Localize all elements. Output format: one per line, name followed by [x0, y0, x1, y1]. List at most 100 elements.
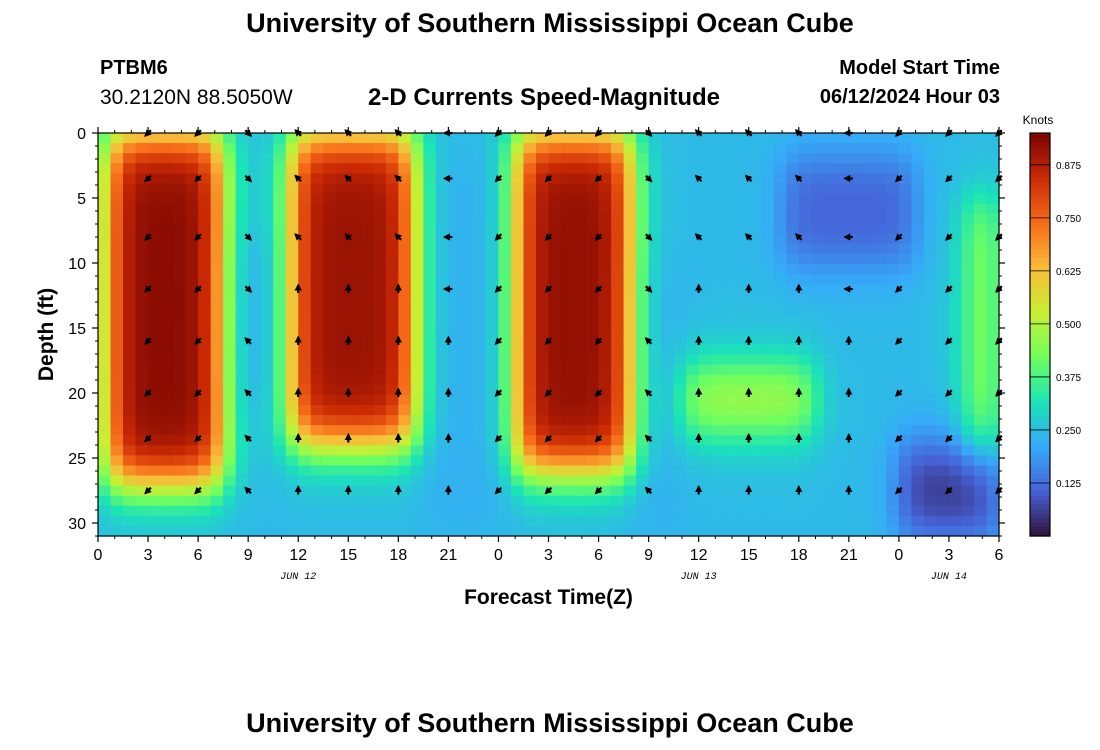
- heatmap-cell: [561, 435, 575, 446]
- heatmap-cell: [535, 515, 550, 527]
- heatmap-cell: [498, 515, 512, 527]
- heatmap-cell: [185, 213, 199, 225]
- heatmap-cell: [335, 485, 349, 497]
- heatmap-cell: [198, 495, 212, 507]
- heatmap-cell: [961, 374, 975, 386]
- current-arrow-head: [344, 233, 352, 241]
- heatmap-cell: [898, 183, 912, 195]
- heatmap-cell: [911, 445, 925, 456]
- heatmap-cell: [573, 213, 587, 225]
- heatmap-cell: [986, 223, 1000, 235]
- current-arrow-head: [144, 233, 152, 241]
- heatmap-cell: [948, 183, 963, 195]
- heatmap-cell: [198, 314, 212, 326]
- heatmap-cell: [510, 465, 525, 477]
- heatmap-cell: [786, 425, 800, 436]
- heatmap-cell: [260, 153, 274, 164]
- heatmap-cell: [310, 364, 324, 376]
- heatmap-cell: [886, 525, 900, 537]
- heatmap-cell: [848, 334, 862, 346]
- heatmap-cell: [773, 364, 787, 376]
- heatmap-cell: [761, 163, 775, 174]
- heatmap-cell: [348, 445, 362, 456]
- heatmap-cell: [573, 465, 587, 477]
- heatmap-cell: [348, 193, 362, 205]
- heatmap-cell: [123, 445, 137, 456]
- heatmap-cell: [460, 223, 475, 235]
- heatmap-cell: [911, 233, 925, 245]
- heatmap-cell: [223, 233, 237, 245]
- heatmap-cell: [736, 384, 750, 396]
- heatmap-cell: [936, 384, 950, 396]
- heatmap-cell: [98, 304, 112, 315]
- current-arrow-head: [794, 174, 803, 183]
- heatmap-cell: [611, 445, 625, 456]
- heatmap-cell: [811, 213, 825, 225]
- heatmap-cell: [798, 143, 812, 154]
- colorbar-swatch: [1030, 213, 1050, 219]
- heatmap-cell: [298, 213, 312, 225]
- current-arrow-head: [895, 337, 903, 345]
- heatmap-cell: [736, 324, 750, 336]
- colorbar-swatch: [1030, 419, 1050, 425]
- heatmap-cell: [648, 465, 662, 477]
- heatmap-cell: [248, 324, 262, 336]
- heatmap-cell: [123, 515, 137, 527]
- heatmap-cell: [460, 133, 475, 144]
- heatmap-cell: [761, 455, 775, 467]
- heatmap-cell: [661, 334, 675, 346]
- heatmap-cell: [861, 324, 875, 336]
- heatmap-cell: [473, 223, 487, 235]
- heatmap-cell: [836, 284, 850, 295]
- heatmap-cell: [373, 475, 387, 487]
- heatmap-cell: [523, 233, 537, 245]
- heatmap-cell: [711, 143, 725, 154]
- heatmap-cell: [598, 284, 612, 295]
- heatmap-cell: [911, 525, 925, 537]
- current-arrow: [344, 433, 352, 443]
- heatmap-cell: [210, 425, 224, 436]
- colorbar-swatch: [1030, 500, 1050, 506]
- heatmap-cell: [460, 374, 475, 386]
- heatmap-cell: [598, 455, 612, 467]
- heatmap-cell: [936, 354, 950, 366]
- heatmap-cell: [673, 374, 687, 386]
- heatmap-cell: [448, 485, 462, 497]
- heatmap-cell: [473, 495, 487, 507]
- heatmap-cell: [523, 465, 537, 477]
- heatmap-cell: [223, 334, 237, 346]
- heatmap-cell: [435, 334, 449, 346]
- current-arrow-head: [244, 434, 252, 443]
- heatmap-cell: [148, 445, 162, 456]
- current-arrow: [344, 485, 352, 495]
- colorbar-swatch: [1030, 334, 1050, 340]
- current-arrow: [945, 389, 953, 397]
- heatmap-cell: [135, 505, 149, 517]
- heatmap-cell: [435, 153, 449, 164]
- heatmap-cell: [598, 445, 612, 456]
- heatmap-cell: [298, 263, 312, 275]
- heatmap-cell: [898, 455, 912, 467]
- heatmap-cell: [873, 525, 887, 537]
- heatmap-cell: [273, 243, 287, 255]
- heatmap-cell: [673, 133, 687, 144]
- heatmap-cell: [98, 425, 112, 436]
- heatmap-cell: [160, 455, 174, 467]
- heatmap-cell: [485, 243, 500, 255]
- heatmap-cell: [886, 374, 900, 386]
- heatmap-cell: [123, 505, 137, 517]
- heatmap-cell: [961, 324, 975, 336]
- heatmap-cell: [298, 475, 312, 487]
- heatmap-cell: [823, 274, 837, 285]
- heatmap-cell: [636, 485, 650, 497]
- heatmap-cell: [586, 425, 600, 436]
- heatmap-cell: [523, 364, 537, 376]
- heatmap-cell: [648, 495, 662, 507]
- heatmap-cell: [773, 435, 787, 446]
- heatmap-cell: [235, 143, 249, 154]
- heatmap-cell: [135, 304, 149, 315]
- heatmap-cell: [661, 294, 675, 305]
- heatmap-cell: [811, 364, 825, 376]
- heatmap-cell: [736, 314, 750, 326]
- heatmap-cell: [623, 153, 637, 164]
